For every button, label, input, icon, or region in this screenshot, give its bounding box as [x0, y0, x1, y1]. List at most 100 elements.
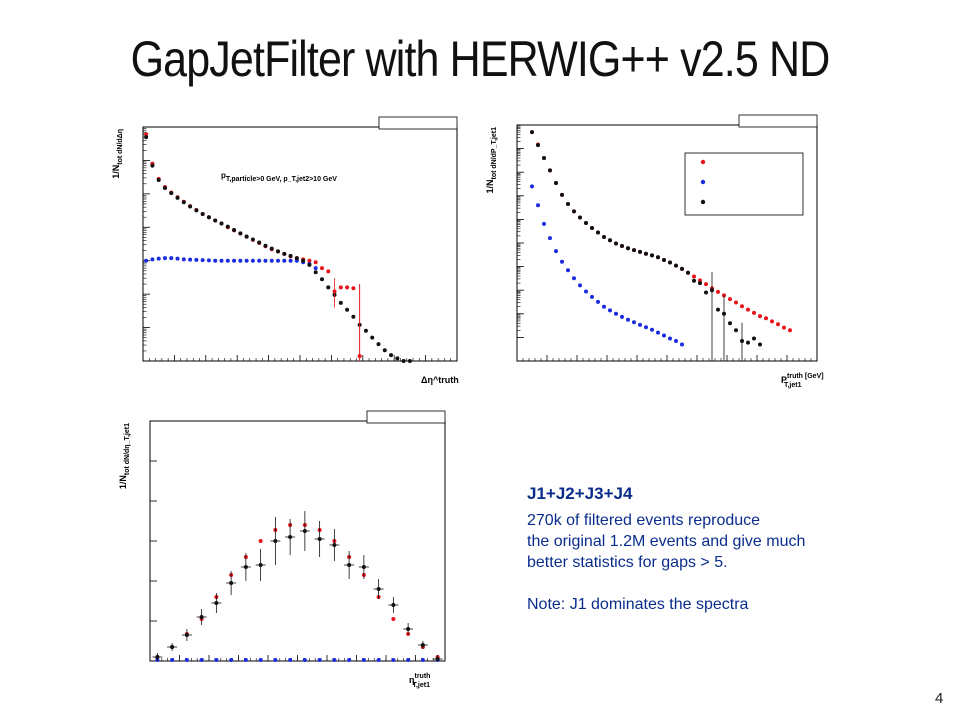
data-point-filtered [200, 258, 205, 263]
data-point-weighted [614, 241, 618, 246]
data-point-weighted [155, 655, 160, 659]
page-number: 4 [935, 690, 944, 707]
data-point-unfiltered [704, 282, 708, 287]
data-point-weighted [746, 340, 750, 345]
data-point-weighted [554, 180, 558, 185]
data-point-filtered [219, 258, 224, 263]
data-point-weighted [420, 643, 425, 647]
data-point-filtered [554, 249, 558, 254]
notes-line: 270k of filtered events reproduce [527, 512, 761, 529]
data-point-filtered [229, 658, 234, 662]
data-point-weighted [548, 168, 552, 173]
data-point-weighted [156, 177, 161, 182]
data-point-filtered [656, 330, 660, 335]
y-axis-label: 1/Ntot dN/dΔη [111, 129, 124, 179]
data-point-weighted [686, 270, 690, 275]
data-point-filtered [662, 333, 666, 338]
y-axis-label: 1/Ntot dN/dη_T,jet1 [118, 423, 131, 489]
data-point-filtered [376, 658, 381, 662]
data-point-weighted [758, 342, 762, 347]
data-point-weighted [734, 328, 738, 333]
data-point-weighted [288, 253, 293, 258]
notes-heading: J1+J2+J3+J4 [527, 484, 633, 503]
data-point-weighted [194, 208, 199, 213]
data-point-weighted [590, 226, 594, 231]
data-point-unfiltered [764, 316, 768, 321]
data-point-weighted [668, 260, 672, 265]
data-point-unfiltered [728, 297, 732, 302]
data-point-filtered [560, 259, 564, 264]
data-point-filtered [244, 258, 249, 263]
data-point-filtered [175, 256, 180, 261]
data-point-weighted [269, 246, 274, 251]
data-point-weighted [200, 211, 205, 216]
data-point-filtered [313, 266, 318, 271]
data-point-weighted [608, 238, 612, 243]
data-point-weighted [370, 335, 375, 340]
data-point-weighted [214, 601, 219, 605]
chart-eta-jet1: ηtruth T,jet1 1/Ntot dN/dη_T,jet1 [118, 410, 446, 689]
notes-spacer [527, 573, 947, 594]
data-point-weighted [704, 290, 708, 295]
summary-notes: J1+J2+J3+J4 270k of filtered events repr… [527, 483, 947, 615]
data-point-weighted [347, 563, 352, 567]
data-point-filtered [347, 658, 352, 662]
data-point-weighted [184, 633, 189, 637]
data-point-weighted [376, 587, 381, 591]
data-point-weighted [169, 191, 174, 196]
data-point-weighted [244, 234, 249, 239]
data-point-filtered [213, 258, 218, 263]
data-point-weighted [572, 209, 576, 214]
legend-marker-weighted [700, 199, 706, 205]
data-point-weighted [307, 262, 312, 267]
data-point-weighted [213, 218, 218, 223]
data-point-filtered [391, 658, 396, 662]
data-point-filtered [144, 258, 149, 263]
data-point-weighted [626, 246, 630, 251]
notes-line: the original 1.2M events and give much [527, 533, 806, 550]
data-point-weighted [332, 543, 337, 547]
data-point-weighted [238, 231, 243, 236]
data-point-filtered [566, 268, 570, 273]
data-point-filtered [548, 236, 552, 241]
data-point-weighted [407, 359, 412, 363]
data-point-weighted [219, 221, 224, 226]
data-point-unfiltered [345, 285, 350, 290]
data-point-filtered [608, 308, 612, 313]
data-point-unfiltered [391, 617, 396, 621]
data-point-filtered [302, 658, 307, 662]
data-point-weighted [566, 201, 570, 206]
data-point-filtered [269, 258, 274, 263]
notes-line: better statistics for gaps > 5. [527, 554, 728, 571]
data-point-filtered [638, 322, 642, 327]
data-point-weighted [395, 356, 400, 361]
data-point-filtered [199, 658, 204, 662]
data-point-weighted [391, 603, 396, 607]
data-point-filtered [626, 317, 630, 322]
data-point-filtered [536, 203, 540, 208]
data-point-filtered [263, 258, 268, 263]
data-point-unfiltered [776, 322, 780, 327]
notes-line: Note: J1 dominates the spectra [527, 596, 749, 613]
data-point-unfiltered [692, 274, 696, 279]
stats-box [366, 410, 446, 424]
data-point-weighted [728, 321, 732, 326]
data-point-filtered [680, 342, 684, 347]
data-point-weighted [317, 537, 322, 541]
data-point-weighted [584, 221, 588, 226]
data-point-unfiltered [716, 289, 720, 294]
y-axis-label: 1/Ntot dN/dP_T,jet1 [485, 127, 498, 194]
data-point-weighted [656, 255, 660, 260]
data-point-weighted [170, 645, 175, 649]
data-point-weighted [716, 307, 720, 312]
data-point-weighted [638, 249, 642, 254]
data-point-filtered [206, 258, 211, 263]
data-point-unfiltered [722, 293, 726, 298]
data-point-weighted [232, 227, 237, 232]
data-point-weighted [175, 195, 180, 200]
data-point-weighted [376, 342, 381, 347]
data-point-weighted [752, 336, 756, 341]
data-point-unfiltered [758, 314, 762, 319]
data-point-weighted [162, 185, 167, 190]
data-point-filtered [590, 294, 594, 299]
